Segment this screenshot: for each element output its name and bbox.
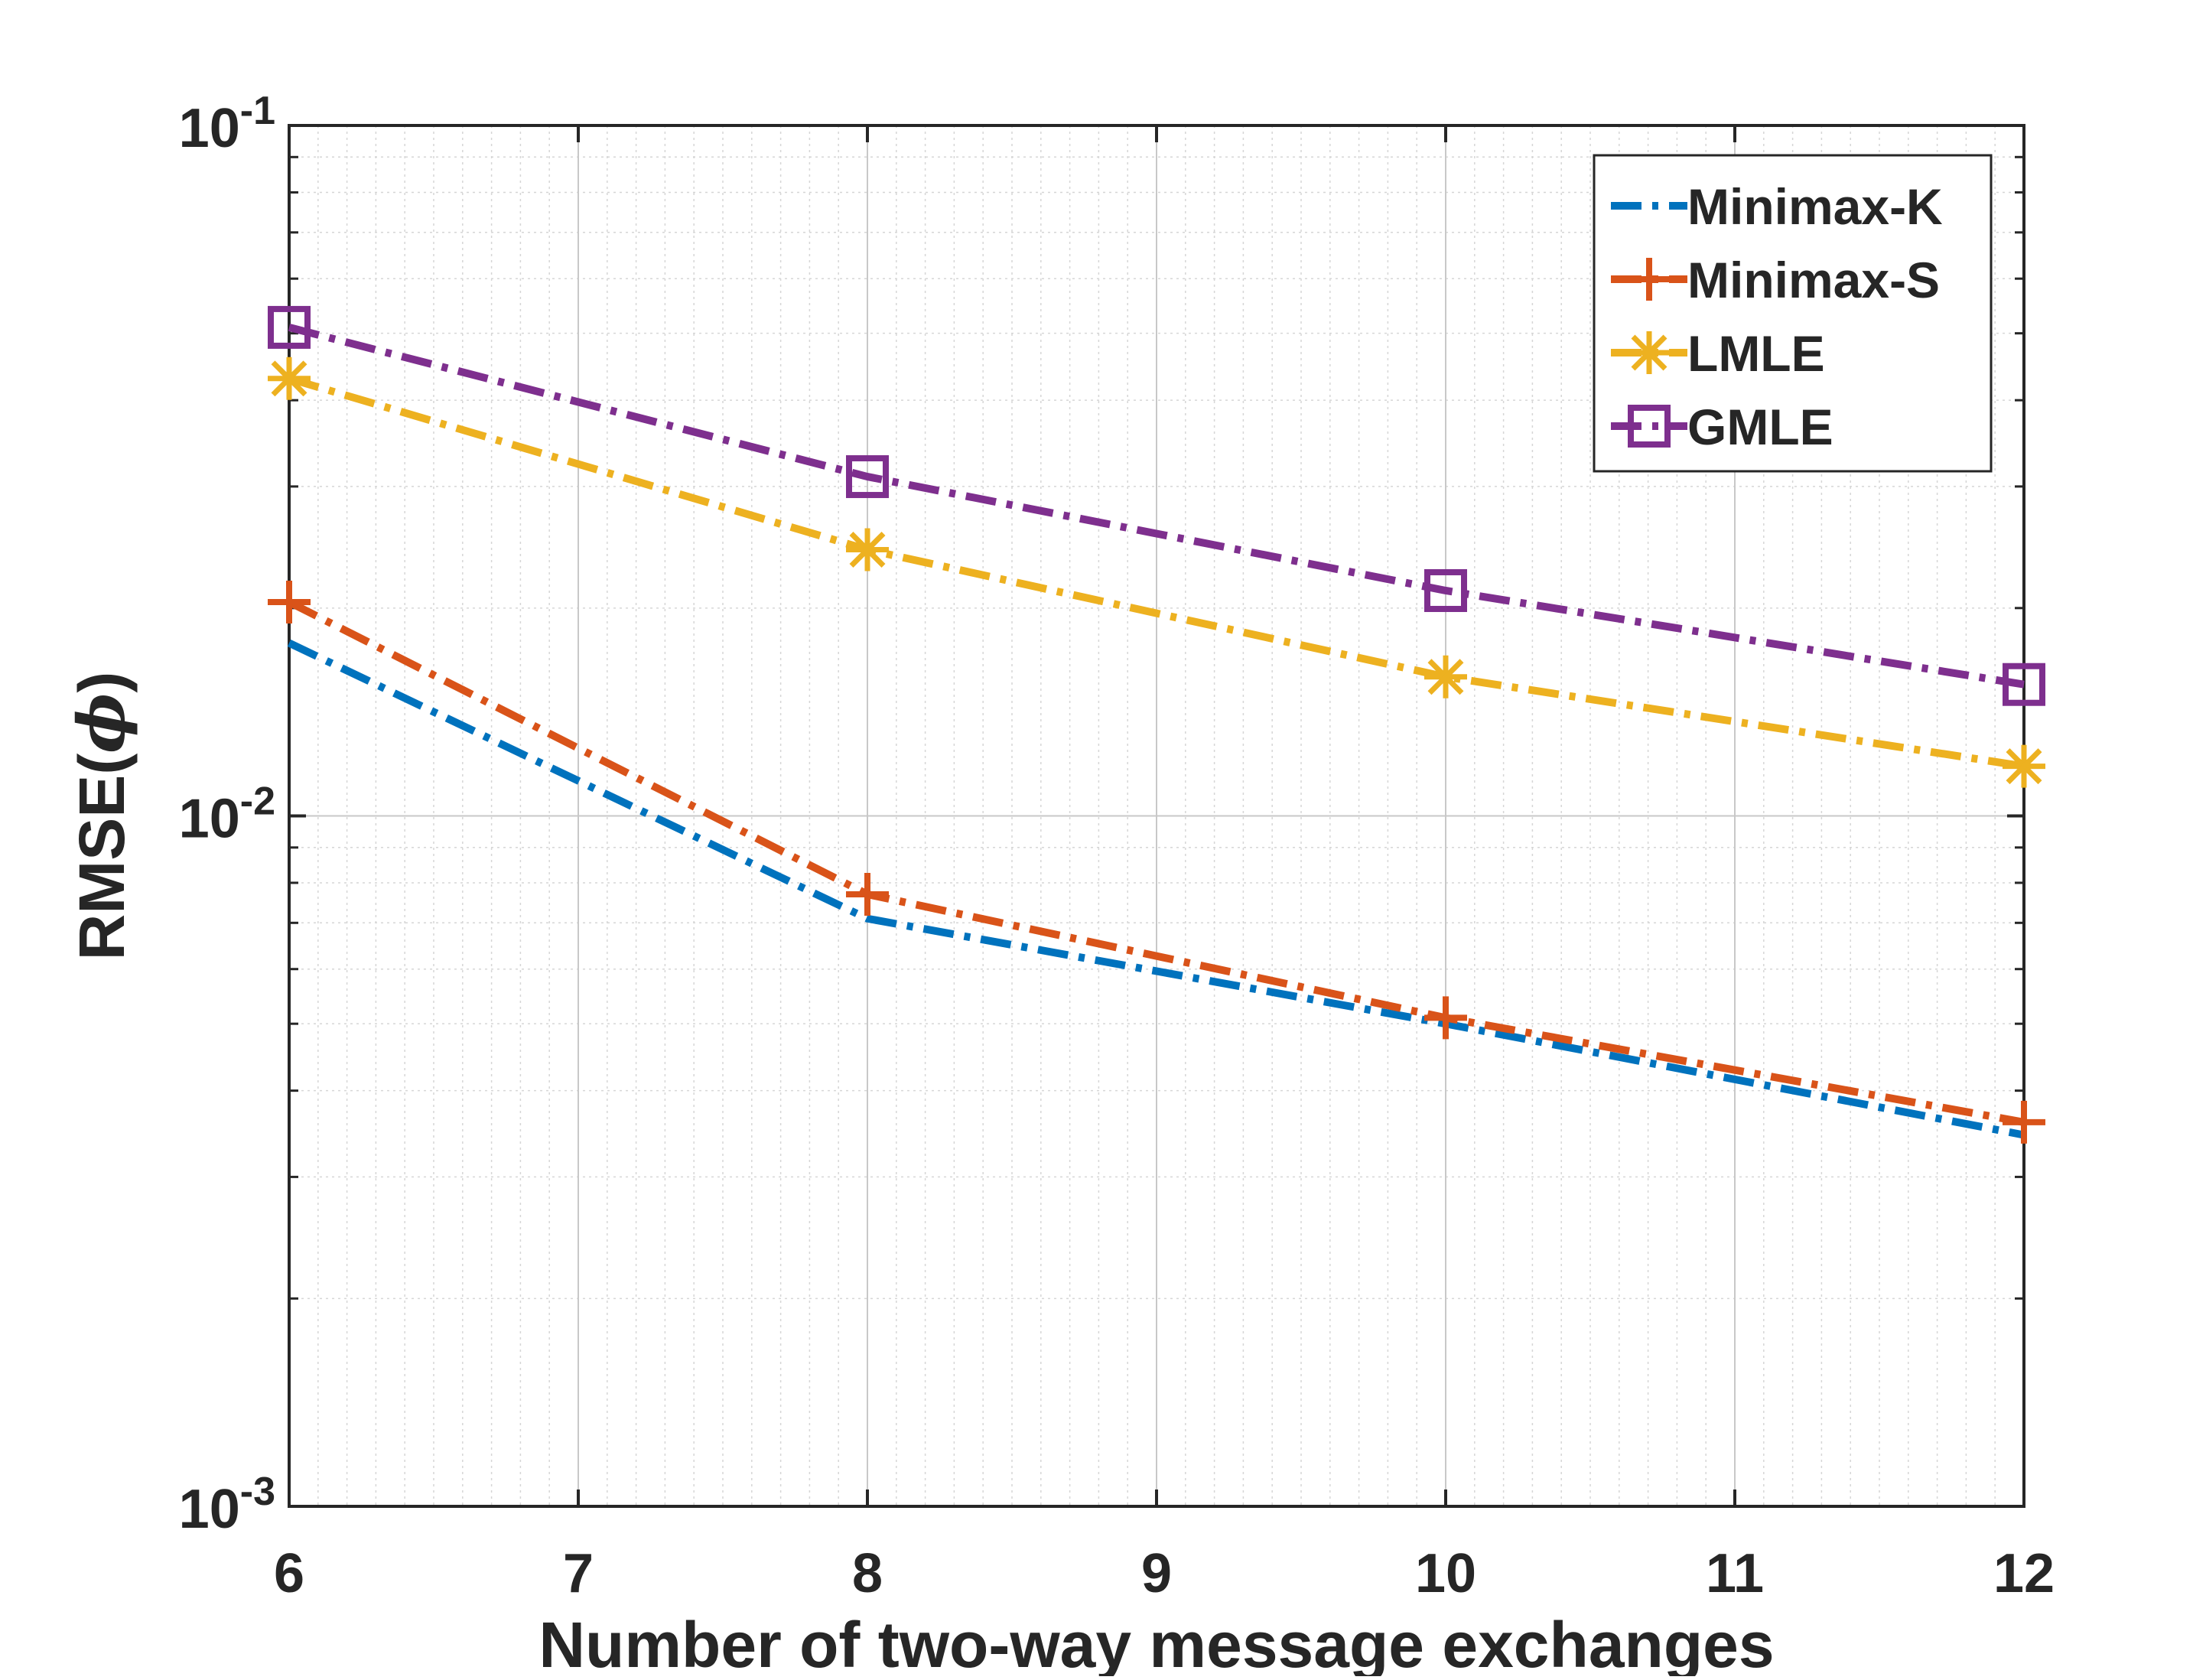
legend: Minimax-K Minimax-S LMLE GMLE <box>1593 154 1993 473</box>
x-tick-label: 10 <box>1415 1543 1476 1604</box>
tick-labels: 6 7 8 9 10 11 12 10-1 10-2 10-3 <box>179 89 2055 1604</box>
legend-label-gmle: GMLE <box>1687 399 1833 455</box>
y-axis-title: RMSE(ϕ) <box>63 672 139 961</box>
series-line-minimax-k <box>287 639 2025 1139</box>
data-point-gmle <box>268 305 311 349</box>
data-point-lmle <box>846 528 889 571</box>
legend-label-lmle: LMLE <box>1687 325 1825 382</box>
series-line-lmle <box>288 375 2025 770</box>
x-tick-label: 11 <box>1706 1543 1764 1604</box>
y-axis-title-close: ) <box>66 672 138 693</box>
data-point-minimax-s <box>846 872 889 916</box>
legend-marker-lmle <box>1628 331 1671 374</box>
legend-box <box>1593 154 1993 473</box>
y-tick-label: 10-1 <box>179 89 275 159</box>
legend-label-minimax-k: Minimax-K <box>1687 178 1943 235</box>
data-point-gmle <box>846 455 889 499</box>
x-tick-label: 7 <box>563 1543 594 1604</box>
legend-marker-minimax-s <box>1628 258 1671 301</box>
data-point-minimax-s <box>2003 1100 2045 1144</box>
data-point-gmle <box>2003 663 2045 706</box>
x-tick-label: 8 <box>852 1543 883 1604</box>
data-point-lmle <box>268 357 311 400</box>
x-tick-label: 6 <box>274 1543 304 1604</box>
y-axis-title-symbol: ϕ <box>63 693 139 754</box>
series-line-minimax-s <box>287 598 2025 1126</box>
data-point-minimax-s <box>1424 996 1467 1040</box>
x-tick-label: 9 <box>1141 1543 1172 1604</box>
legend-marker-gmle <box>1628 405 1671 448</box>
data-point-lmle <box>1424 655 1467 698</box>
data-point-gmle <box>1424 568 1467 612</box>
y-axis-title-text: RMSE( <box>66 754 138 961</box>
grid <box>288 125 2025 1507</box>
y-tick-label: 10-2 <box>179 780 275 850</box>
series-lines <box>268 305 2045 1144</box>
x-tick-label: 12 <box>1993 1543 2055 1604</box>
series-line-gmle <box>288 324 2025 689</box>
x-axis-title: Number of two-way message exchanges <box>538 1609 1774 1676</box>
legend-label-minimax-s: Minimax-S <box>1687 252 1940 308</box>
axis-ticks <box>288 124 2025 1508</box>
data-point-lmle <box>2003 744 2045 788</box>
data-point-minimax-s <box>268 581 311 624</box>
y-tick-label: 10-3 <box>179 1470 275 1540</box>
